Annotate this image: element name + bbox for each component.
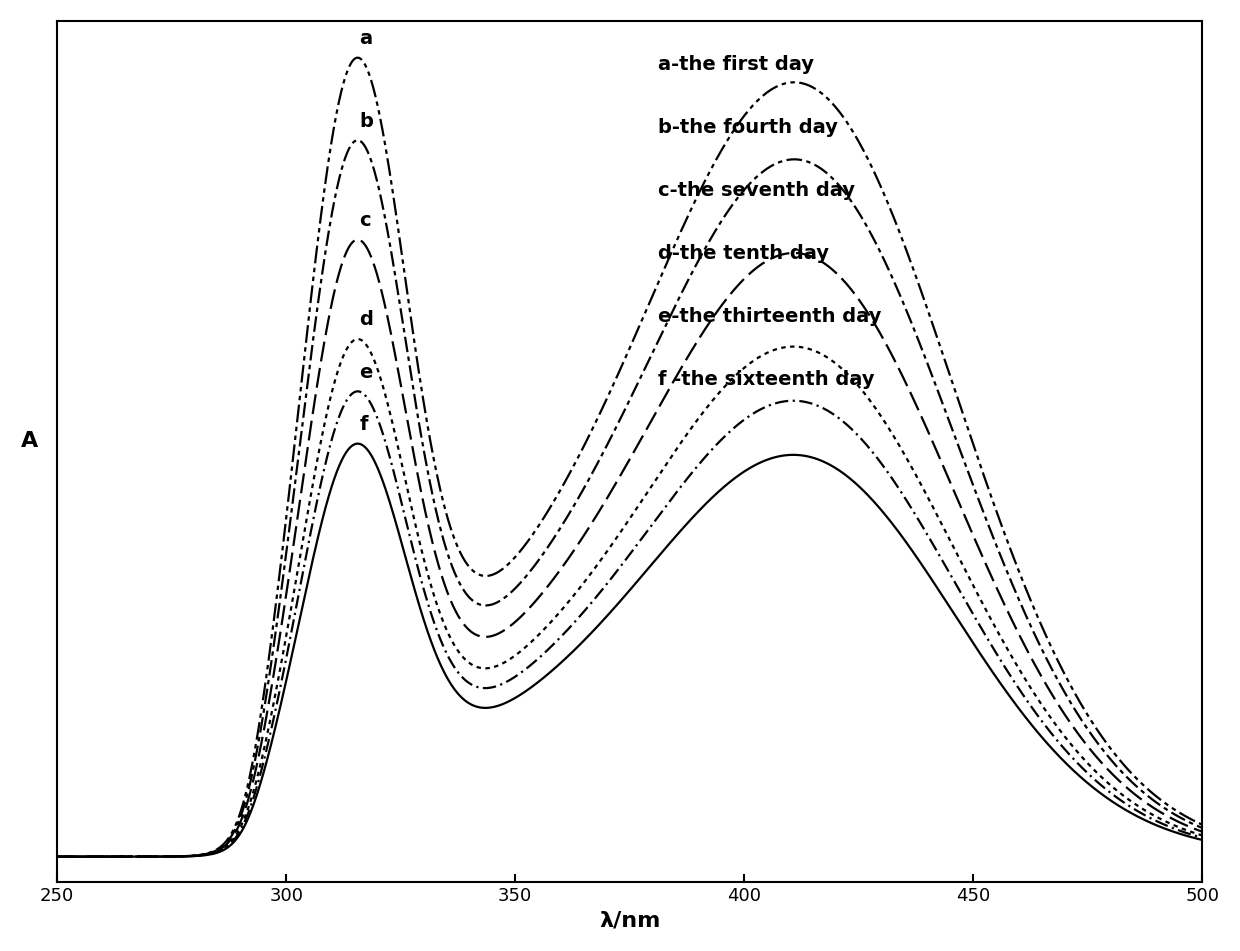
Text: d: d [360,310,373,329]
Text: f: f [360,415,368,434]
Text: e-the thirteenth day: e-the thirteenth day [658,306,882,325]
Y-axis label: A: A [21,432,38,452]
Text: d-the tenth day: d-the tenth day [658,243,830,262]
X-axis label: λ/nm: λ/nm [599,910,661,930]
Text: f -the sixteenth day: f -the sixteenth day [658,370,875,389]
Text: a-the first day: a-the first day [658,55,815,74]
Text: b: b [360,111,373,130]
Text: c-the seventh day: c-the seventh day [658,181,856,200]
Text: e: e [360,362,373,381]
Text: a: a [360,29,373,49]
Text: c: c [360,211,371,230]
Text: b-the fourth day: b-the fourth day [658,118,838,137]
